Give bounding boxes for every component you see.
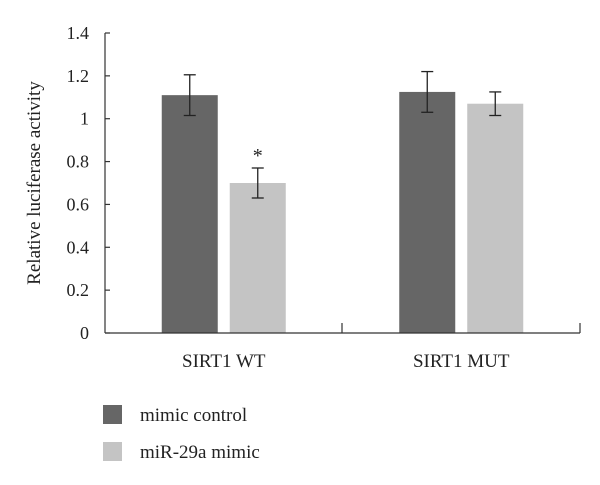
category-label: SIRT1 MUT xyxy=(413,351,510,372)
y-axis-title: Relative luciferase activity xyxy=(24,81,45,285)
legend-swatch xyxy=(103,405,122,424)
y-tick-label: 0.2 xyxy=(67,280,90,300)
legend-swatch xyxy=(103,442,122,461)
axes xyxy=(104,33,581,334)
bars: * xyxy=(161,70,524,334)
bar xyxy=(229,183,286,333)
category-label: SIRT1 WT xyxy=(182,351,266,372)
y-tick-label: 1 xyxy=(80,109,89,129)
y-tick-label: 0 xyxy=(80,323,89,343)
bar xyxy=(467,103,524,333)
y-tick-label: 0.6 xyxy=(67,194,90,214)
bar xyxy=(161,95,218,334)
category-labels: SIRT1 WT SIRT1 MUT xyxy=(182,351,510,372)
legend: mimic control miR-29a mimic xyxy=(103,405,260,463)
y-tick-label: 0.4 xyxy=(67,237,90,257)
y-tick-label: 1.4 xyxy=(67,23,90,43)
bar xyxy=(399,91,456,333)
y-axis-ticks: 0 0.2 0.4 0.6 0.8 1 1.2 1.4 xyxy=(67,23,110,343)
legend-label: miR-29a mimic xyxy=(140,442,260,463)
y-tick-label: 0.8 xyxy=(67,152,90,172)
y-tick-label: 1.2 xyxy=(67,66,90,86)
significance-annotation: * xyxy=(253,145,263,167)
legend-label: mimic control xyxy=(140,405,247,426)
